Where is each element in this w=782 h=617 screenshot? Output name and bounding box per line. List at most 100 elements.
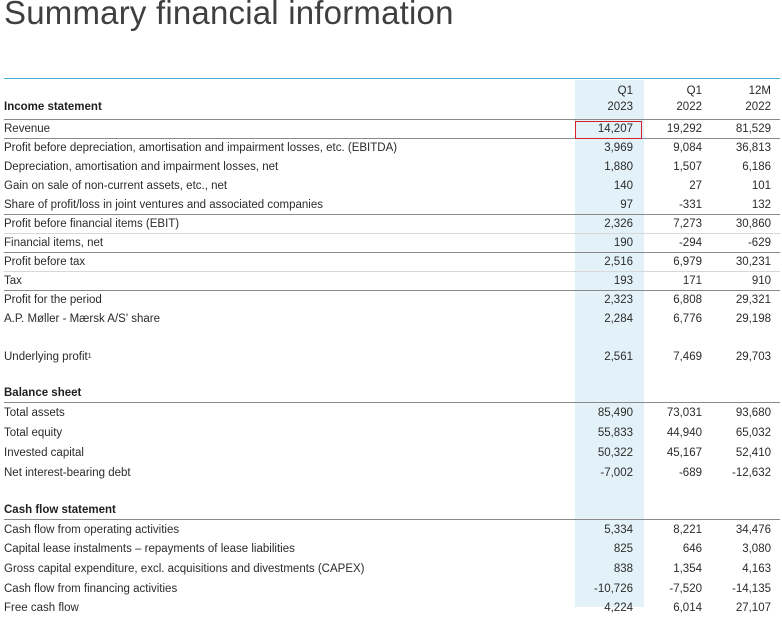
row-label: Free cash flow <box>4 602 79 614</box>
row-label: Revenue <box>4 123 51 135</box>
value-12m-2022: 81,529 <box>735 123 771 135</box>
page-title: Summary financial information <box>4 0 454 31</box>
row-label: Cash flow from financing activities <box>4 582 178 595</box>
value-q1-2022: 27 <box>689 180 702 192</box>
value-q1-2023: 4,224 <box>604 602 633 614</box>
spacer-row <box>4 482 780 501</box>
value-12m-2022: 65,032 <box>735 426 771 439</box>
value-12m-2022: 29,198 <box>735 313 771 325</box>
value-12m-2022: 27,107 <box>735 602 771 614</box>
spacer-row <box>4 366 780 384</box>
table-row: Total equity 55,833 44,940 65,032 <box>4 422 780 442</box>
table-row: Total assets 85,490 73,031 93,680 <box>4 402 780 422</box>
table-row: Cash flow from operating activities 5,33… <box>4 519 780 539</box>
row-label: Tax <box>4 275 22 287</box>
table-row: Free cash flow 4,224 6,014 27,107 <box>4 598 780 617</box>
value-q1-2023: 85,490 <box>597 406 633 419</box>
value-12m-2022: 101 <box>751 180 771 192</box>
row-label: Total equity <box>4 426 63 439</box>
value-12m-2022: 6,186 <box>742 161 771 173</box>
revenue-highlight-box <box>575 121 642 139</box>
value-12m-2022: 30,231 <box>735 256 771 268</box>
value-12m-2022: 3,080 <box>742 543 771 555</box>
value-q1-2022: -689 <box>678 466 702 479</box>
value-q1-2023: 3,969 <box>604 142 633 154</box>
column-header-12m-2022: 12M 2022 <box>745 85 771 113</box>
value-q1-2023: 55,833 <box>597 426 633 439</box>
value-12m-2022: 34,476 <box>735 523 771 536</box>
table-row: Gross capital expenditure, excl. acquisi… <box>4 558 780 578</box>
table-row: Profit before tax 2,516 6,979 30,231 <box>4 252 780 271</box>
table-row: A.P. Møller - Mærsk A/S' share 2,284 6,7… <box>4 309 780 328</box>
table-row: Cash flow from financing activities -10,… <box>4 578 780 598</box>
row-label: Cash flow from operating activities <box>4 523 180 536</box>
table-header-row: Income statement Q1 2023 Q1 2022 12M 202… <box>4 80 780 119</box>
value-q1-2023: 14,207 <box>597 123 633 135</box>
value-q1-2022: 1,354 <box>673 562 702 575</box>
value-12m-2022: 132 <box>751 199 771 211</box>
value-q1-2022: 1,507 <box>673 161 702 173</box>
row-label: Profit for the period <box>4 294 102 306</box>
row-label: Underlying profit 1 <box>4 350 92 363</box>
value-q1-2022: 19,292 <box>666 123 702 135</box>
value-q1-2022: 6,014 <box>673 602 702 614</box>
section-heading-row: Cash flow statement <box>4 501 780 519</box>
row-label: Invested capital <box>4 446 84 459</box>
value-12m-2022: -14,135 <box>731 582 771 595</box>
value-q1-2022: 6,979 <box>673 256 702 268</box>
value-q1-2022: 8,221 <box>673 523 702 536</box>
row-label: Net interest-bearing debt <box>4 466 131 479</box>
underlying-profit-row: Underlying profit 1 2,561 7,469 29,703 <box>4 347 780 366</box>
row-label: Gross capital expenditure, excl. acquisi… <box>4 562 365 575</box>
title-divider <box>4 78 780 79</box>
value-q1-2022: 45,167 <box>666 446 702 459</box>
value-12m-2022: 30,860 <box>735 218 771 230</box>
row-label: Profit before tax <box>4 256 86 268</box>
row-label: Profit before depreciation, amortisation… <box>4 142 398 154</box>
value-q1-2022: 9,084 <box>673 142 702 154</box>
value-q1-2022: 44,940 <box>666 426 702 439</box>
value-q1-2022: 73,031 <box>666 406 702 419</box>
value-12m-2022: -12,632 <box>731 466 771 479</box>
income-statement-heading: Income statement <box>4 101 102 113</box>
value-q1-2022: 6,776 <box>673 313 702 325</box>
financial-table: Income statement Q1 2023 Q1 2022 12M 202… <box>4 80 780 617</box>
value-q1-2023: 2,561 <box>604 350 633 363</box>
value-q1-2023: 1,880 <box>604 161 633 173</box>
value-12m-2022: 29,321 <box>735 294 771 306</box>
row-label: Share of profit/loss in joint ventures a… <box>4 199 323 211</box>
value-q1-2022: -7,520 <box>669 582 702 595</box>
value-q1-2023: 2,326 <box>604 218 633 230</box>
balance-sheet-heading: Balance sheet <box>4 387 82 399</box>
value-12m-2022: 93,680 <box>735 406 771 419</box>
value-q1-2023: 838 <box>613 562 633 575</box>
value-q1-2023: 825 <box>613 543 633 555</box>
value-12m-2022: 36,813 <box>735 142 771 154</box>
value-q1-2023: -7,002 <box>600 466 633 479</box>
value-12m-2022: 910 <box>751 275 771 287</box>
table-row: Profit before depreciation, amortisation… <box>4 138 780 157</box>
value-q1-2022: 6,808 <box>673 294 702 306</box>
value-q1-2023: 50,322 <box>597 446 633 459</box>
spacer-row <box>4 328 780 347</box>
value-q1-2023: 97 <box>620 199 633 211</box>
value-12m-2022: 52,410 <box>735 446 771 459</box>
table-row: Profit for the period 2,323 6,808 29,321 <box>4 290 780 309</box>
row-label: Gain on sale of non-current assets, etc.… <box>4 180 228 192</box>
row-label: Financial items, net <box>4 237 104 249</box>
table-row: Gain on sale of non-current assets, etc.… <box>4 176 780 195</box>
value-q1-2022: -294 <box>678 237 702 249</box>
value-q1-2023: 2,323 <box>604 294 633 306</box>
table-row: Depreciation, amortisation and impairmen… <box>4 157 780 176</box>
column-header-q1-2022: Q1 2022 <box>676 85 702 113</box>
table-row: Capital lease instalments – repayments o… <box>4 539 780 558</box>
row-label: Profit before financial items (EBIT) <box>4 218 180 230</box>
value-q1-2022: 7,469 <box>673 350 702 363</box>
value-q1-2022: 646 <box>682 543 702 555</box>
value-q1-2022: -331 <box>678 199 702 211</box>
column-header-q1-2023: Q1 2023 <box>607 85 633 113</box>
value-q1-2023: 5,334 <box>604 523 633 536</box>
value-q1-2022: 7,273 <box>673 218 702 230</box>
row-label: Capital lease instalments – repayments o… <box>4 543 295 555</box>
table-row: Invested capital 50,322 45,167 52,410 <box>4 442 780 462</box>
